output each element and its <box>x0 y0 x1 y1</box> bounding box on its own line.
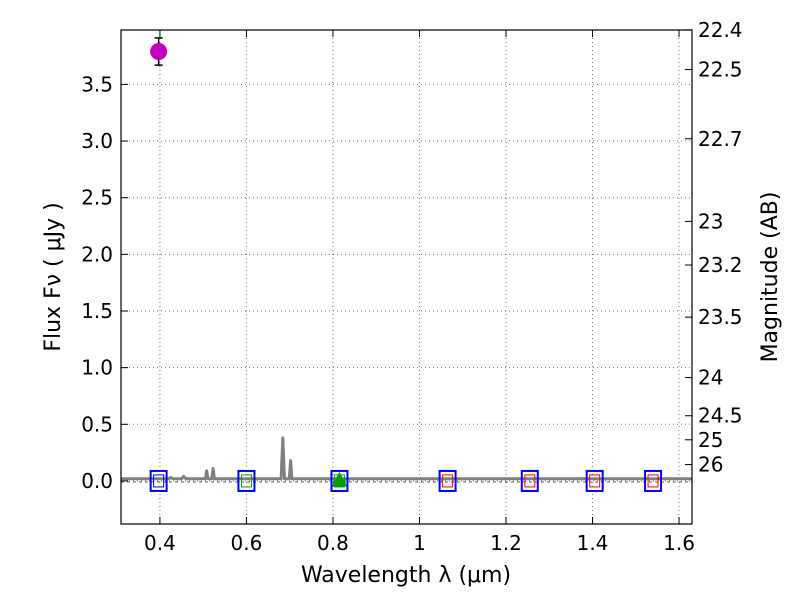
upper-limit-square <box>330 469 349 492</box>
y2-tick-label: 26 <box>698 453 723 477</box>
y2-tick-label: 23 <box>698 209 723 233</box>
upper-limit-square <box>237 469 256 492</box>
upper-limit-square <box>438 469 457 492</box>
y2-tick-label: 22.4 <box>698 18 743 42</box>
y2-axis-label: Magnitude (AB) <box>758 192 783 363</box>
y-tick-label: 2.0 <box>81 242 113 266</box>
y-tick-label: 0.5 <box>81 412 113 436</box>
model-flux-square <box>153 474 165 488</box>
x-tick-label: 0.4 <box>144 531 176 555</box>
upper-limit-square <box>149 469 168 492</box>
y2-tick-label: 23.2 <box>698 253 743 277</box>
y2-tick-label: 25 <box>698 428 723 452</box>
upper-limit-square <box>585 469 604 492</box>
triangle-marker <box>331 471 348 487</box>
marker-layer <box>149 37 663 492</box>
model-flux-square <box>240 474 252 488</box>
x-tick-label: 1.2 <box>490 531 522 555</box>
upper-limit-square <box>520 469 539 492</box>
upper-limit-square <box>644 469 663 492</box>
x-tick-label: 1.4 <box>577 531 609 555</box>
x-tick-label: 1.6 <box>663 531 695 555</box>
model-flux-square <box>589 474 601 488</box>
y-tick-label: 2.5 <box>81 186 113 210</box>
y2-tick-label: 23.5 <box>698 305 743 329</box>
x-tick-label: 0.6 <box>231 531 263 555</box>
x-tick-label: 1 <box>413 531 426 555</box>
x-tick-label: 0.8 <box>317 531 349 555</box>
y2-tick-label: 24.5 <box>698 404 743 428</box>
y2-tick-label: 24 <box>698 366 723 390</box>
model-flux-square <box>333 474 345 488</box>
model-spectrum-line <box>121 436 692 481</box>
model-flux-square <box>524 474 536 488</box>
model-flux-square <box>647 474 659 488</box>
flux-point <box>150 43 168 61</box>
y-tick-label: 3.0 <box>81 129 113 153</box>
grid-lines <box>121 30 692 524</box>
y-tick-label: 3.5 <box>81 72 113 96</box>
spectrum-layer <box>121 436 692 483</box>
y-tick-label: 1.0 <box>81 356 113 380</box>
y-axis-label: Flux Fν ( μJy ) <box>41 202 66 351</box>
y-tick-label: 1.5 <box>81 299 113 323</box>
y2-tick-label: 22.5 <box>698 58 743 82</box>
x-axis-label: Wavelength λ (μm) <box>301 563 511 588</box>
model-flux-square <box>442 474 454 488</box>
y-tick-label: 0.0 <box>81 469 113 493</box>
y2-tick-label: 22.7 <box>698 127 743 151</box>
tick-layer: 0.4 0.6 0.8 1 1.2 1.4 1.6 0.0 0.5 1.0 1.5 2.0 2.5 3.0… <box>81 18 742 555</box>
plot-frame <box>120 29 693 525</box>
